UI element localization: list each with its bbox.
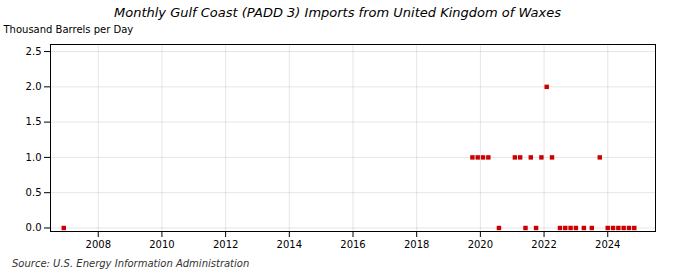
svg-text:2008: 2008 [86,239,111,250]
svg-text:2018: 2018 [404,239,429,250]
svg-text:0.5: 0.5 [26,187,42,198]
svg-text:2012: 2012 [213,239,238,250]
svg-text:2020: 2020 [468,239,493,250]
svg-text:1.0: 1.0 [26,152,42,163]
html-text:Monthly Gulf Coast (PADD 3) Im: Monthly Gulf Coast (PADD 3) Imports from… [114,5,561,20]
svg-text:Thousand Barrels per Day: Thousand Barrels per Day [3,24,134,35]
svg-text:2016: 2016 [340,239,365,250]
svg-text:2.0: 2.0 [26,81,42,92]
svg-text:2010: 2010 [149,239,174,250]
svg-text:0.0: 0.0 [26,222,42,233]
svg-text:2022: 2022 [531,239,556,250]
svg-text:2.5: 2.5 [26,46,42,57]
html-text:Source: U.S. Energy Informatio: Source: U.S. Energy Information Administ… [12,258,250,269]
svg-text:2024: 2024 [595,239,620,250]
svg-text:2014: 2014 [277,239,302,250]
svg-text:1.5: 1.5 [26,116,42,127]
